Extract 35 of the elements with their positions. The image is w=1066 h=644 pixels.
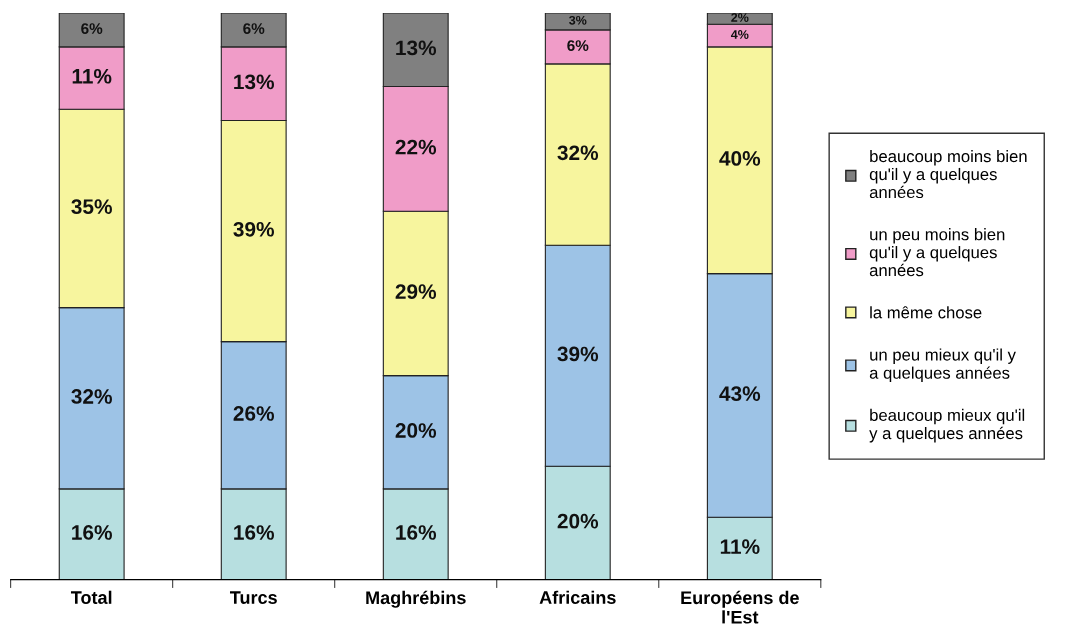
data-label: 6% [81,23,103,34]
data-label: 43% [719,386,761,402]
data-label: 20% [395,423,437,438]
data-label: 16% [234,525,275,540]
data-label: 6% [567,40,589,51]
data-label: 20% [557,513,599,529]
data-label: 11% [72,68,112,84]
x-tick-label: Maghrébins [366,590,466,608]
data-label: 39% [233,221,275,237]
data-label: 13% [234,74,275,90]
legend-label: un peu mieux qu'il y a quelques années [869,348,1016,383]
data-label: 40% [719,151,761,166]
data-label: 3% [569,15,587,25]
legend-label: beaucoup moins bien qu'il y a quelques années [869,149,1027,199]
data-label: 16% [396,525,437,540]
data-label: 35% [71,199,112,215]
data-label: 32% [71,389,112,404]
x-tick-label: Turcs [229,591,277,604]
legend-label: un peu moins bien qu'il y a quelques années [869,228,1005,277]
data-label: 16% [72,525,112,540]
data-label: 39% [557,346,599,362]
legend-label: beaucoup mieux qu'il y a quelques années [869,408,1025,443]
x-tick-label: Européens de l'Est [681,590,799,624]
data-label: 13% [396,40,437,56]
x-tick-label: Africains [539,590,616,604]
x-tick-label: Total [70,590,112,604]
data-label: 4% [730,30,749,39]
data-label: 26% [233,406,275,421]
data-label: 32% [557,145,599,161]
legend-label: la même chose [870,306,982,319]
data-label: 29% [395,284,437,299]
data-label: 2% [731,13,749,22]
data-label: 6% [243,23,265,34]
data-label: 22% [395,139,437,155]
data-label: 11% [720,539,760,554]
